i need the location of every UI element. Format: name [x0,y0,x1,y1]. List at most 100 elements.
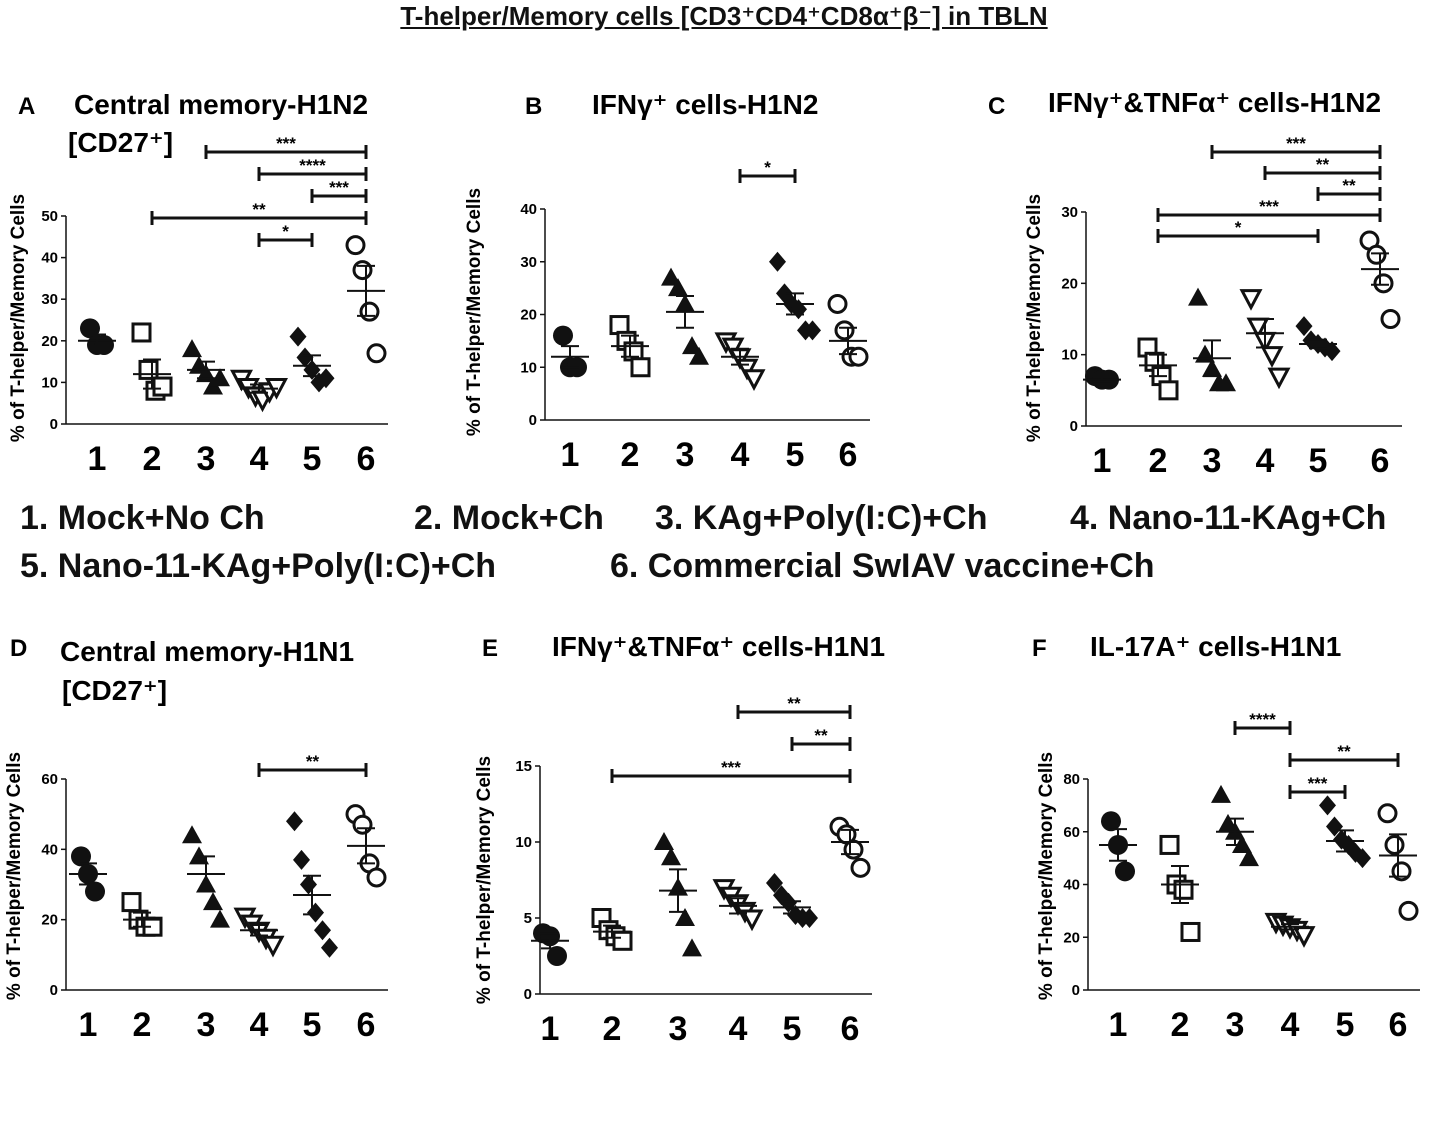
y-tick-label: 0 [524,986,532,1003]
data-point [210,909,230,928]
x-tick-label: 2 [621,436,640,474]
x-tick-label: 2 [143,440,162,478]
y-tick-label: 60 [1063,824,1080,841]
significance-label: * [764,158,771,177]
x-tick-label: 4 [729,1010,748,1048]
panel-subtitle: [CD27⁺] [68,127,173,158]
data-point [661,847,681,866]
data-point [740,909,764,932]
data-point [366,343,387,364]
y-tick-label: 20 [41,912,58,929]
data-point [769,251,786,272]
y-axis-label: % of T-helper/Memory Cells [1024,194,1045,442]
data-point [682,938,702,957]
x-tick-label: 6 [1371,442,1390,480]
x-tick-label: 5 [303,440,322,478]
significance-label: ** [1316,155,1330,174]
data-point [661,267,681,286]
data-point [352,260,373,281]
data-point [801,908,818,928]
data-point [689,346,709,365]
x-tick-label: 2 [603,1010,622,1048]
panel-title: IFNγ⁺&TNFα⁺ cells-H1N1 [552,631,885,662]
y-tick-label: 40 [41,841,58,858]
y-tick-label: 50 [41,208,58,225]
y-tick-label: 15 [515,758,532,775]
data-point [547,946,567,966]
panel-letter: F [1032,635,1047,662]
y-tick-label: 5 [524,910,532,927]
significance-label: *** [1259,197,1279,216]
data-point [1377,803,1398,824]
significance-label: ** [1342,176,1356,195]
data-point [1384,834,1405,855]
data-point [804,320,821,341]
data-point [152,376,173,397]
x-tick-label: 1 [561,436,580,474]
y-tick-label: 10 [41,374,58,391]
x-tick-label: 3 [197,1006,216,1044]
data-point [1180,921,1201,942]
data-point [1326,816,1343,837]
y-tick-label: 0 [1070,418,1078,435]
x-tick-label: 6 [357,1006,376,1044]
y-tick-label: 20 [1063,929,1080,946]
panel-letter: B [525,93,542,120]
data-point [682,336,702,355]
x-tick-label: 4 [1256,442,1275,480]
y-tick-label: 20 [1061,275,1078,292]
data-point [138,359,159,380]
significance-label: *** [721,758,741,777]
data-point [85,881,105,902]
y-tick-label: 30 [41,291,58,308]
data-point [742,369,766,392]
panel-title: Central memory-H1N2 [74,89,368,120]
data-point [210,368,230,387]
data-point [1373,273,1394,294]
data-point [721,337,745,360]
x-tick-label: 3 [197,440,216,478]
x-tick-label: 5 [1336,1006,1355,1044]
data-point [289,326,307,347]
x-tick-label: 6 [839,436,858,474]
significance-label: ** [1337,742,1351,761]
data-point [654,832,674,850]
y-tick-label: 0 [529,412,537,429]
x-tick-label: 4 [731,436,750,474]
y-axis-label: % of T-helper/Memory Cells [474,756,495,1004]
data-point [352,814,373,835]
panel-letter: D [10,635,27,662]
data-point [321,937,338,958]
data-point [182,825,202,844]
significance-label: * [282,222,289,241]
data-point [1239,848,1259,867]
y-tick-label: 20 [41,333,58,350]
data-point [1354,848,1371,869]
x-tick-label: 6 [841,1010,860,1048]
legend-item-1: 1. Mock+No Ch [20,499,265,537]
data-point [630,357,651,378]
data-point [1211,784,1231,803]
data-point [1115,861,1135,882]
data-point [843,839,864,860]
data-point [1295,316,1313,337]
y-tick-label: 10 [515,834,532,851]
panel-F: F IL-17A⁺ cells-H1N1 % of T-helper/Memory … [1032,631,1420,1044]
y-tick-label: 10 [1061,347,1078,364]
data-point [300,874,317,895]
data-point [345,235,366,256]
data-point [1319,795,1336,816]
x-tick-label: 6 [357,440,376,478]
x-tick-label: 2 [1171,1006,1190,1044]
data-point [1159,834,1180,855]
x-tick-label: 1 [541,1010,560,1048]
legend-item-6: 6. Commercial SwIAV vaccine+Ch [610,547,1155,585]
data-point [1239,289,1263,311]
panel-title: Central memory-H1N1 [60,636,354,667]
legend-item-5: 5. Nano-11-KAg+Poly(I:C)+Ch [20,547,497,585]
x-tick-label: 2 [1149,442,1168,480]
y-tick-label: 0 [50,982,58,999]
data-point [80,318,100,339]
data-point [1216,373,1236,392]
x-tick-label: 1 [79,1006,98,1044]
